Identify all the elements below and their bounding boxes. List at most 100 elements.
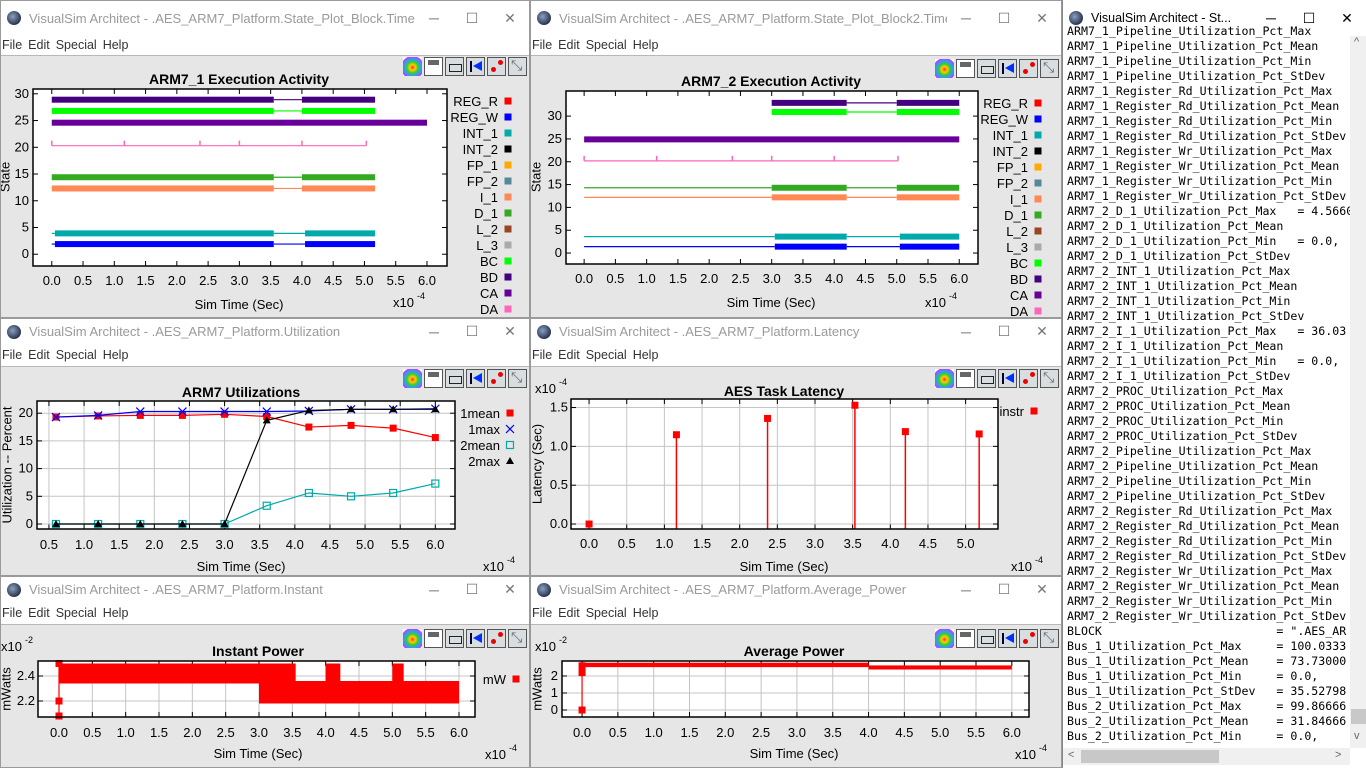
close-button[interactable]: ✕ bbox=[1036, 323, 1048, 339]
horizontal-scroll-thumb[interactable] bbox=[1081, 750, 1219, 763]
chart: 0.0 0.5 1.0 1.5 2.0 2.5 3.0 3.5 4.0 4.5 5.0 0.0 0.5 1… bbox=[531, 377, 1043, 574]
scroll-left-button[interactable]: < bbox=[1068, 749, 1075, 761]
save-icon[interactable] bbox=[424, 369, 443, 388]
menu-edit[interactable]: Edit bbox=[558, 348, 580, 362]
menu-file[interactable]: File bbox=[532, 348, 553, 362]
points-icon[interactable] bbox=[1019, 629, 1038, 648]
menu-special[interactable]: Special bbox=[55, 606, 97, 620]
menu-edit[interactable]: Edit bbox=[28, 38, 50, 52]
menu-special[interactable]: Special bbox=[55, 38, 97, 52]
print-icon[interactable] bbox=[445, 629, 464, 648]
color-palette-icon[interactable] bbox=[935, 369, 954, 388]
menu-help[interactable]: Help bbox=[632, 38, 659, 52]
reset-axes-icon[interactable] bbox=[466, 369, 485, 388]
menu-edit[interactable]: Edit bbox=[28, 606, 50, 620]
plot-frame bbox=[561, 660, 1030, 718]
menu-help[interactable]: Help bbox=[102, 348, 129, 362]
scroll-down-button[interactable]: v bbox=[1354, 730, 1360, 742]
points-icon[interactable] bbox=[487, 57, 506, 76]
menu-special[interactable]: Special bbox=[55, 348, 97, 362]
menu-help[interactable]: Help bbox=[102, 38, 129, 52]
menu-file[interactable]: File bbox=[2, 38, 23, 52]
scroll-up-button[interactable]: ^ bbox=[1354, 36, 1360, 48]
chart-title: ARM7_1 Execution Activity bbox=[149, 71, 329, 87]
horizontal-scrollbar[interactable]: < > bbox=[1063, 748, 1350, 765]
maximize-button[interactable]: ☐ bbox=[997, 581, 1011, 597]
points-icon[interactable] bbox=[1019, 369, 1038, 388]
close-button[interactable]: ✕ bbox=[1341, 9, 1353, 26]
menu-edit[interactable]: Edit bbox=[28, 348, 50, 362]
menu-help[interactable]: Help bbox=[102, 606, 129, 620]
menu-special[interactable]: Special bbox=[585, 348, 627, 362]
vertical-scrollbar[interactable]: ^ v bbox=[1350, 36, 1366, 748]
reset-axes-icon[interactable] bbox=[998, 629, 1017, 648]
reset-axes-icon[interactable] bbox=[998, 59, 1017, 78]
minimize-button[interactable]: ─ bbox=[429, 323, 439, 340]
menu-file[interactable]: File bbox=[532, 606, 553, 620]
menu-special[interactable]: Special bbox=[585, 38, 627, 52]
minimize-button[interactable]: ─ bbox=[961, 10, 971, 26]
points-icon[interactable] bbox=[487, 369, 506, 388]
print-icon[interactable] bbox=[977, 369, 996, 388]
maximize-button[interactable]: ☐ bbox=[1302, 9, 1316, 26]
fill-icon[interactable] bbox=[508, 629, 527, 648]
maximize-button[interactable]: ☐ bbox=[997, 9, 1011, 26]
color-palette-icon[interactable] bbox=[935, 59, 954, 78]
menu-file[interactable]: File bbox=[2, 606, 23, 620]
save-icon[interactable] bbox=[424, 629, 443, 648]
points-icon[interactable] bbox=[487, 629, 506, 648]
fill-icon[interactable] bbox=[508, 369, 527, 388]
fill-icon[interactable] bbox=[1040, 369, 1059, 388]
menu-file[interactable]: File bbox=[532, 38, 553, 52]
print-icon[interactable] bbox=[977, 59, 996, 78]
close-button[interactable]: ✕ bbox=[1036, 581, 1048, 597]
legend-swatch bbox=[1034, 131, 1042, 139]
menu-special[interactable]: Special bbox=[585, 606, 627, 620]
minimize-button[interactable]: ─ bbox=[1266, 10, 1276, 26]
minimize-button[interactable]: ─ bbox=[429, 581, 439, 598]
menu-file[interactable]: File bbox=[2, 348, 23, 362]
maximize-button[interactable]: ☐ bbox=[465, 581, 479, 597]
fill-icon[interactable] bbox=[508, 57, 527, 76]
save-icon[interactable] bbox=[956, 629, 975, 648]
menu-edit[interactable]: Edit bbox=[558, 38, 580, 52]
maximize-button[interactable]: ☐ bbox=[465, 323, 479, 339]
y-tick-label: 1.5 bbox=[550, 400, 568, 415]
save-icon[interactable] bbox=[956, 59, 975, 78]
y-tick-label: 0 bbox=[22, 246, 29, 261]
color-palette-icon[interactable] bbox=[403, 369, 422, 388]
color-palette-icon[interactable] bbox=[403, 57, 422, 76]
scroll-right-button[interactable]: > bbox=[1335, 749, 1342, 761]
vertical-scroll-thumb[interactable] bbox=[1351, 709, 1366, 724]
reset-axes-icon[interactable] bbox=[466, 57, 485, 76]
close-button[interactable]: ✕ bbox=[1036, 9, 1048, 26]
color-palette-icon[interactable] bbox=[935, 629, 954, 648]
save-icon[interactable] bbox=[424, 57, 443, 76]
fill-icon[interactable] bbox=[1040, 629, 1059, 648]
close-button[interactable]: ✕ bbox=[504, 9, 516, 26]
y-tick-label: 15 bbox=[548, 177, 562, 192]
data-point-2max bbox=[94, 520, 103, 528]
x-tick-label: 4.0 bbox=[825, 271, 843, 286]
menu-edit[interactable]: Edit bbox=[558, 606, 580, 620]
maximize-button[interactable]: ☐ bbox=[997, 323, 1011, 339]
maximize-button[interactable]: ☐ bbox=[465, 9, 479, 26]
print-icon[interactable] bbox=[977, 629, 996, 648]
close-button[interactable]: ✕ bbox=[504, 581, 516, 597]
reset-axes-icon[interactable] bbox=[466, 629, 485, 648]
fill-icon[interactable] bbox=[1040, 59, 1059, 78]
menu-help[interactable]: Help bbox=[632, 348, 659, 362]
print-icon[interactable] bbox=[445, 369, 464, 388]
minimize-button[interactable]: ─ bbox=[961, 581, 971, 598]
reset-axes-icon[interactable] bbox=[998, 369, 1017, 388]
menu-help[interactable]: Help bbox=[632, 606, 659, 620]
statistics-text-area[interactable]: ARM7_1_Pipeline_Utilization_Pct_Max ARM7_… bbox=[1067, 24, 1350, 746]
minimize-button[interactable]: ─ bbox=[961, 323, 971, 340]
minimize-button[interactable]: ─ bbox=[429, 10, 439, 26]
print-icon[interactable] bbox=[445, 57, 464, 76]
points-icon[interactable] bbox=[1019, 59, 1038, 78]
save-icon[interactable] bbox=[956, 369, 975, 388]
color-palette-icon[interactable] bbox=[403, 629, 422, 648]
x-tick-label: 0.0 bbox=[43, 273, 61, 288]
close-button[interactable]: ✕ bbox=[504, 323, 516, 339]
